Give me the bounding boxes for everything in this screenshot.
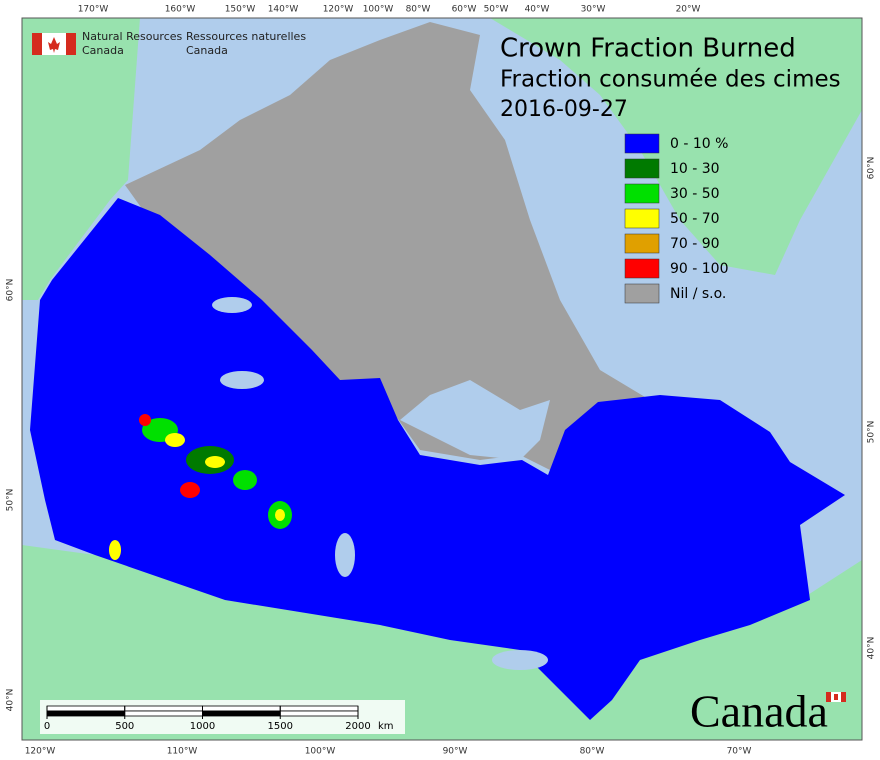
map-area bbox=[21, 17, 863, 741]
graticule-label: 160°W bbox=[165, 5, 196, 15]
wordmark-flag-left bbox=[826, 692, 831, 702]
legend-swatch bbox=[624, 183, 660, 204]
agency-signature: Natural Resources Canada Ressources natu… bbox=[32, 30, 306, 57]
united-states bbox=[22, 545, 862, 740]
fire-spots bbox=[109, 414, 292, 560]
graticule-label: 60°N bbox=[867, 157, 877, 180]
scale-bar-label: 2000 bbox=[345, 721, 370, 732]
graticule-label: 140°W bbox=[268, 5, 299, 15]
graticule-label: 40°W bbox=[525, 5, 550, 15]
flag-right bbox=[66, 33, 76, 55]
graticule-label: 120°W bbox=[323, 5, 354, 15]
agency-fr: Ressources naturelles bbox=[186, 30, 306, 43]
graticule-label: 60°N bbox=[6, 279, 16, 302]
scale-bar-segment bbox=[46, 705, 126, 712]
scale-bar-segment bbox=[279, 705, 359, 712]
alaska bbox=[22, 18, 140, 300]
great-bear-lake bbox=[212, 297, 252, 313]
scale-bar-label: 1000 bbox=[190, 721, 215, 732]
legend-label: 10 - 30 bbox=[670, 161, 720, 177]
wordmark-leaf bbox=[834, 694, 838, 700]
wordmark: Canada bbox=[690, 686, 846, 737]
legend-swatch bbox=[624, 233, 660, 254]
graticule-label: 90°W bbox=[443, 747, 468, 757]
agency-en: Natural Resources bbox=[82, 30, 183, 43]
scale-bar-segment bbox=[124, 710, 203, 717]
legend-swatch bbox=[624, 208, 660, 229]
greenland bbox=[490, 18, 862, 275]
scale-bar-label: 0 bbox=[44, 721, 50, 732]
legend-swatch bbox=[624, 133, 660, 154]
graticule-label: 80°W bbox=[406, 5, 431, 15]
graticule-label: 100°W bbox=[305, 747, 336, 757]
agency-fr: Canada bbox=[186, 44, 228, 57]
wordmark-flag-right bbox=[841, 692, 846, 702]
graticule-label: 150°W bbox=[225, 5, 256, 15]
title-fr: Fraction consumée des cimes bbox=[500, 67, 841, 93]
lake-winnipeg bbox=[335, 533, 355, 577]
graticule-label: 110°W bbox=[167, 747, 198, 757]
date: 2016-09-27 bbox=[500, 97, 628, 122]
legend-swatch bbox=[624, 258, 660, 279]
scale-bar-segment bbox=[279, 710, 359, 717]
graticule-label: 50°N bbox=[6, 489, 16, 512]
graticule-label: 50°W bbox=[484, 5, 509, 15]
canada-wordmark: Canada bbox=[690, 686, 828, 737]
agency-en: Canada bbox=[82, 44, 124, 57]
graticule-label: 40°N bbox=[6, 689, 16, 712]
graticule-label: 120°W bbox=[25, 747, 56, 757]
map-frame bbox=[21, 17, 863, 741]
scale-bar-segment bbox=[202, 710, 281, 717]
legend-label: 0 - 10 % bbox=[670, 136, 728, 152]
scale-bar-unit: km bbox=[378, 721, 394, 732]
great-slave-lake bbox=[220, 371, 264, 389]
scale-bar-segment bbox=[46, 710, 126, 717]
hudson-bay bbox=[400, 380, 550, 460]
flag-left bbox=[32, 33, 42, 55]
arctic-islands bbox=[125, 22, 650, 470]
title: Crown Fraction Burned bbox=[500, 34, 796, 64]
graticule-label: 70°W bbox=[727, 747, 752, 757]
legend-label: 90 - 100 bbox=[670, 261, 729, 277]
legend-label: 70 - 90 bbox=[670, 236, 720, 252]
legend-label: 50 - 70 bbox=[670, 211, 720, 227]
legend-label: Nil / s.o. bbox=[670, 286, 726, 302]
canada-mainland bbox=[30, 198, 845, 720]
great-lakes bbox=[492, 650, 548, 670]
graticule-label: 30°W bbox=[581, 5, 606, 15]
graticule-label: 170°W bbox=[78, 5, 109, 15]
graticule-label: 50°N bbox=[867, 421, 877, 444]
legend-label: 30 - 50 bbox=[670, 186, 720, 202]
legend-swatch bbox=[624, 158, 660, 179]
graticule-label: 60°W bbox=[452, 5, 477, 15]
graticule-label: 80°W bbox=[580, 747, 605, 757]
legend-swatch bbox=[624, 283, 660, 304]
maple-leaf bbox=[48, 37, 60, 53]
graticule-label: 100°W bbox=[363, 5, 394, 15]
scale-bar-label: 1500 bbox=[268, 721, 293, 732]
graticule-label: 20°W bbox=[676, 5, 701, 15]
graticule-label: 40°N bbox=[867, 637, 877, 660]
scale-bar-segment bbox=[124, 705, 203, 712]
scale-bar-label: 500 bbox=[115, 721, 134, 732]
scale-bar-segment bbox=[202, 705, 281, 712]
